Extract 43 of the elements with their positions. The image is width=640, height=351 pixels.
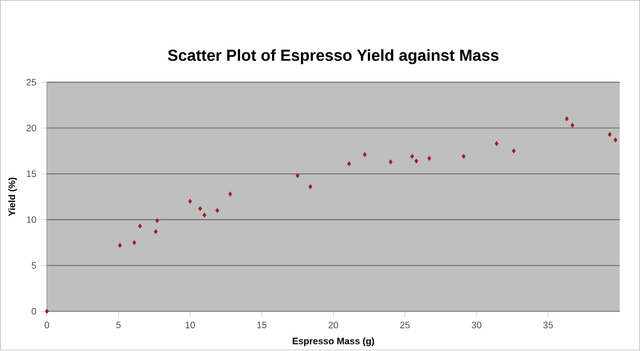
point	[228, 192, 232, 197]
y-tick-label: 10	[26, 216, 36, 224]
point	[427, 156, 432, 161]
point	[494, 141, 498, 146]
point	[188, 199, 192, 204]
y-tick-label: 20	[26, 124, 36, 132]
x-tick-label: 20	[328, 322, 338, 328]
point	[132, 240, 136, 246]
point	[570, 123, 574, 128]
point	[410, 154, 414, 160]
x-tick-label: 5	[116, 322, 121, 328]
point	[215, 208, 220, 214]
x-tick-label: 25	[400, 322, 410, 328]
point	[296, 173, 300, 178]
chart-title: Scatter Plot of Espresso Yield against Mass	[168, 49, 498, 64]
point	[138, 224, 142, 229]
point	[388, 160, 392, 165]
y-tick-label: 5	[32, 262, 36, 269]
point	[45, 309, 49, 314]
point	[155, 218, 160, 224]
point	[512, 148, 516, 154]
x-axis-title: Espresso Mass (g)	[292, 338, 374, 346]
x-tick-label: 15	[257, 322, 266, 328]
point	[414, 158, 418, 164]
point	[118, 243, 122, 248]
point	[614, 138, 618, 143]
point	[202, 212, 206, 218]
point	[198, 206, 202, 212]
point	[308, 184, 312, 190]
x-tick-label: 0	[44, 322, 50, 328]
y-tick-label: 0	[32, 308, 36, 315]
x-tick-label: 35	[543, 322, 553, 328]
x-tick-label: 10	[186, 322, 195, 328]
point	[608, 132, 612, 138]
point	[347, 162, 351, 166]
y-tick-label: 15	[26, 170, 36, 178]
point	[462, 154, 466, 160]
y-axis-title: Yield (%)	[8, 178, 17, 216]
point	[154, 229, 158, 234]
point	[362, 152, 367, 158]
y-tick-label: 25	[26, 79, 36, 86]
point	[564, 116, 569, 122]
x-tick-label: 30	[472, 322, 482, 328]
